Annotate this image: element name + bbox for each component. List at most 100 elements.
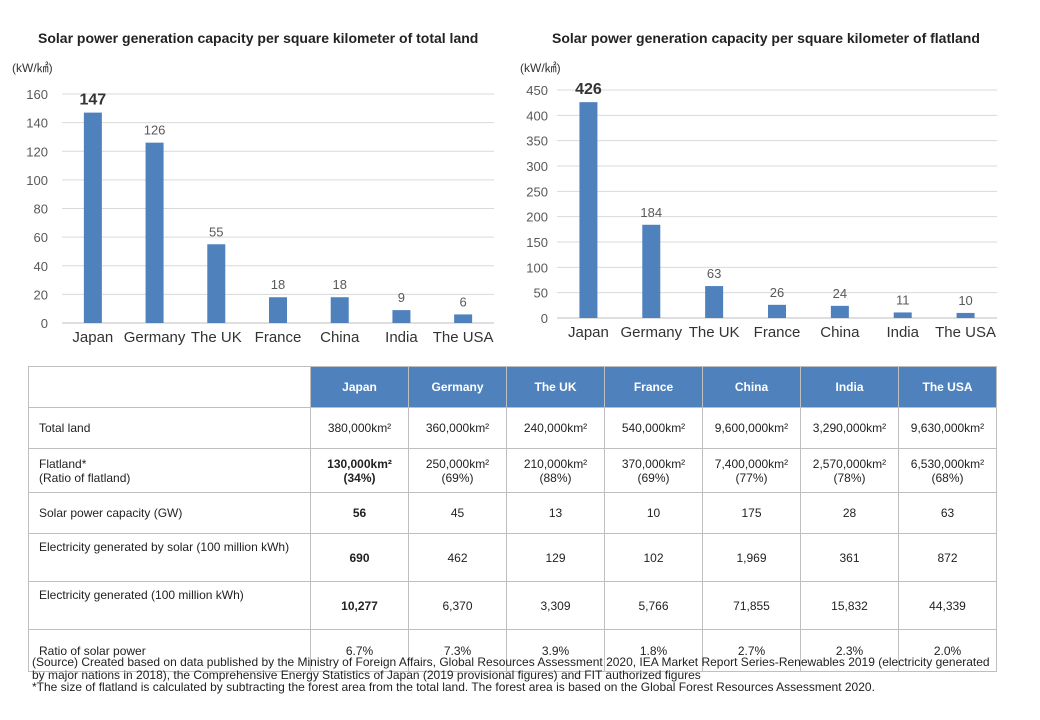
cell-subvalue: (69%) [637, 470, 670, 485]
data-label: 24 [833, 286, 847, 301]
table-row: Electricity generated (100 million kWh) 1… [28, 581, 997, 630]
cell-value: 370,000km² [621, 456, 686, 471]
table-header-row: Japan Germany The UK France China India … [28, 366, 997, 408]
table-cell: 5,766 [604, 581, 703, 630]
x-category-label: China [320, 329, 360, 346]
cell-value: 2.3% [835, 643, 864, 658]
cell-subvalue: (69%) [441, 470, 474, 485]
table-row-label: Electricity generated (100 million kWh) [28, 581, 311, 630]
y-tick-label: 160 [26, 87, 48, 102]
table-cell: 56 [310, 492, 409, 534]
bar [705, 286, 724, 318]
table-header-cell: The UK [506, 366, 605, 408]
table-cell: 380,000km² [310, 407, 409, 449]
table-row-label: Solar power capacity (GW) [28, 492, 311, 534]
table-cell: 2.3% [800, 629, 899, 672]
cell-value: 9,630,000km² [910, 421, 985, 435]
cell-subvalue: (68%) [931, 470, 964, 485]
x-category-label: The UK [191, 329, 242, 346]
row-label-text: Electricity generated (100 million kWh) [39, 588, 244, 602]
y-tick-label: 60 [34, 230, 48, 245]
table-cell: 7.3% [408, 629, 507, 672]
cell-value: 6,370 [442, 598, 473, 613]
table-row-label: Flatland* (Ratio of flatland) [28, 448, 311, 493]
table-cell: 3,290,000km² [800, 407, 899, 449]
table-cell: 15,832 [800, 581, 899, 630]
y-tick-label: 150 [526, 235, 548, 250]
table-header-cell: China [702, 366, 801, 408]
y-tick-label: 0 [41, 316, 48, 331]
x-category-label: Japan [72, 329, 113, 346]
table-row: Ratio of solar power 6.7% 7.3% 3.9% 1.8% 2.7%… [28, 629, 997, 672]
chart-title-total-land: Solar power generation capacity per squa… [38, 30, 479, 46]
y-tick-label: 250 [526, 184, 548, 199]
cell-subvalue: (88%) [539, 470, 572, 485]
cell-value: 2.7% [737, 643, 766, 658]
y-tick-label: 400 [526, 108, 548, 123]
table-cell: 6.7% [310, 629, 409, 672]
table-cell: 6,370 [408, 581, 507, 630]
bar [893, 312, 912, 318]
data-label: 426 [575, 81, 602, 98]
cell-value: 9,600,000km² [714, 421, 789, 435]
y-tick-label: 140 [26, 116, 48, 131]
y-axis-unit-label: (kW/㎢) [12, 61, 53, 75]
cell-value: 380,000km² [327, 421, 392, 435]
table-cell: 872 [898, 533, 997, 582]
x-category-label: France [754, 324, 801, 341]
table-cell: 240,000km² [506, 407, 605, 449]
chart-title-flatland: Solar power generation capacity per squa… [552, 30, 980, 46]
table-cell: 690 [310, 533, 409, 582]
y-tick-label: 40 [34, 259, 48, 274]
data-label: 126 [144, 123, 166, 138]
table-row: Flatland* (Ratio of flatland) 130,000km² (3… [28, 448, 997, 493]
cell-value: 1.8% [639, 643, 668, 658]
row-label-text: Ratio of solar power [39, 643, 146, 658]
cell-value: 45 [450, 506, 465, 520]
table-cell: 9,600,000km² [702, 407, 801, 449]
source-citation: (Source) Created based on data published… [32, 655, 990, 682]
data-label: 26 [770, 285, 784, 300]
cell-value: 7.3% [443, 643, 472, 658]
data-label: 63 [707, 266, 721, 281]
table-header-cell: The USA [898, 366, 997, 408]
cell-value: 2.0% [933, 643, 962, 658]
cell-value: 361 [839, 550, 860, 565]
data-label: 10 [958, 293, 972, 308]
cell-value: 3.9% [541, 643, 570, 658]
table-cell: 102 [604, 533, 703, 582]
cell-value: 63 [940, 506, 955, 520]
cell-value: 5,766 [638, 598, 669, 613]
bar [579, 102, 598, 318]
comparison-table: Japan Germany The UK France China India … [28, 366, 997, 672]
chart-total-land: (kW/㎢) 0 20 40 60 80 100 120 140 160 147 Japan 126 Ge… [12, 61, 494, 346]
data-label: 18 [332, 277, 346, 292]
cell-subvalue: (34%) [343, 470, 376, 485]
bar [768, 304, 786, 318]
x-category-label: The UK [689, 324, 740, 341]
cell-value: 462 [447, 550, 468, 565]
bar [956, 312, 975, 318]
data-label: 184 [640, 205, 662, 220]
bar [642, 224, 661, 318]
y-tick-label: 200 [526, 210, 548, 225]
table-header-cell: India [800, 366, 899, 408]
data-label: 6 [460, 294, 467, 309]
x-category-label: China [820, 324, 860, 341]
cell-value: 102 [643, 550, 664, 565]
x-category-label: Germany [620, 324, 682, 341]
table-header-cell: Germany [408, 366, 507, 408]
table-row: Solar power capacity (GW) 56 45 13 10 175 28 63 [28, 492, 997, 534]
table-cell: 71,855 [702, 581, 801, 630]
table-cell: 462 [408, 533, 507, 582]
bar [392, 310, 411, 323]
row-label-text: Solar power capacity (GW) [39, 506, 183, 520]
y-tick-label: 0 [541, 311, 548, 326]
flatland-footnote: *The size of flatland is calculated by s… [32, 680, 875, 694]
table-cell: 7,400,000km² (77%) [702, 448, 801, 493]
cell-value: 250,000km² [425, 456, 490, 471]
x-category-label: India [886, 324, 919, 341]
table-cell: 360,000km² [408, 407, 507, 449]
table-cell: 130,000km² (34%) [310, 448, 409, 493]
table-row-label: Electricity generated by solar (100 mill… [28, 533, 311, 582]
